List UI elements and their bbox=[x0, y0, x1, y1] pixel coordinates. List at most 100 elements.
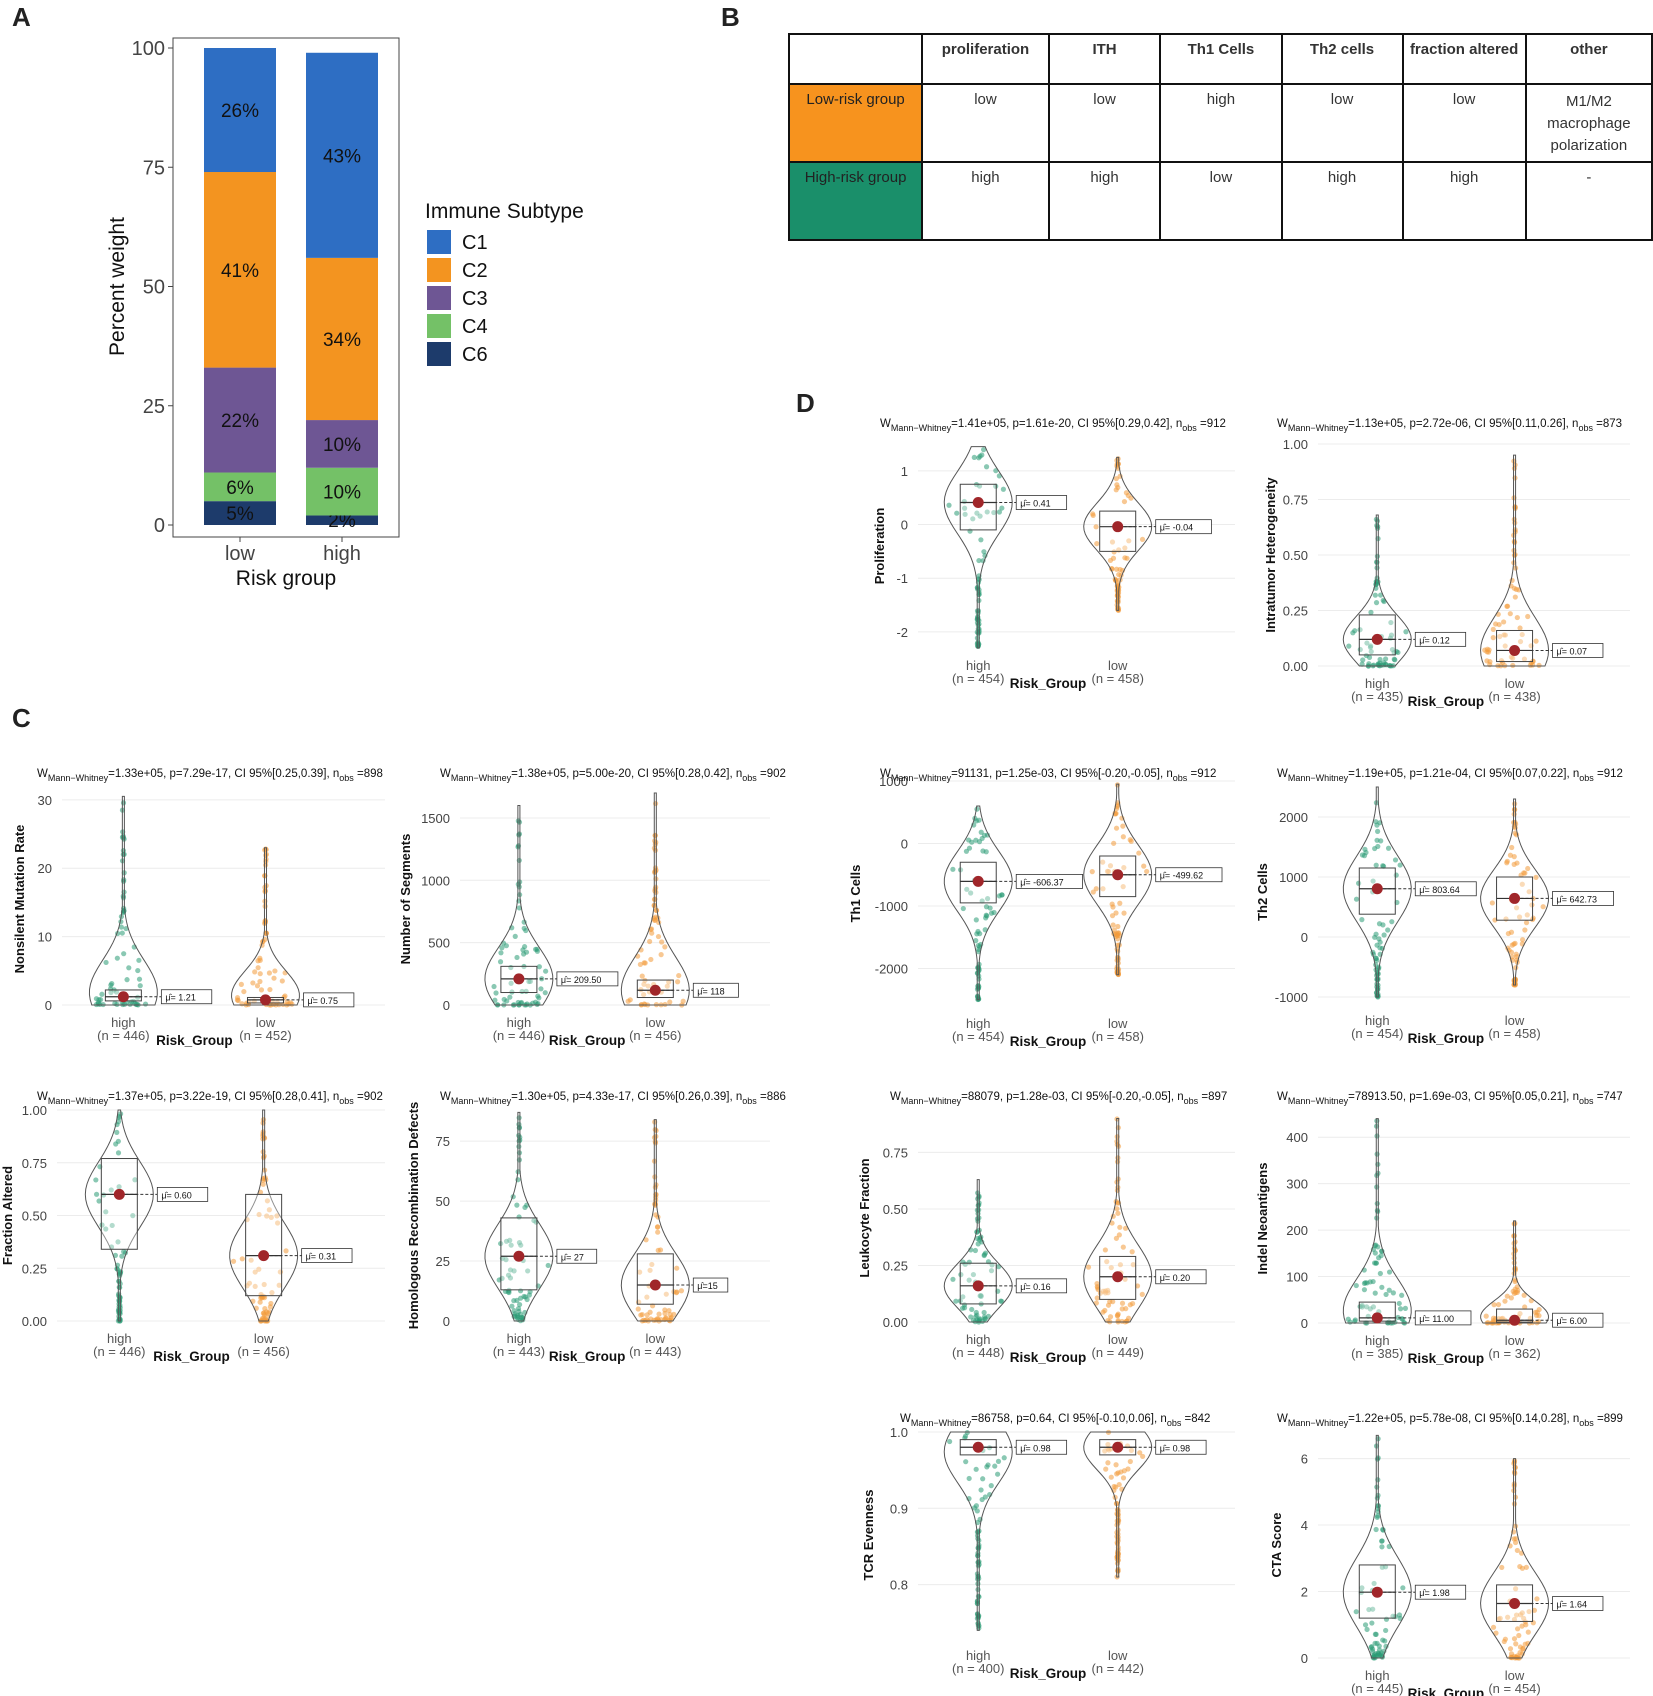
data-point bbox=[975, 1593, 982, 1599]
data-point bbox=[1508, 929, 1515, 935]
data-point bbox=[516, 1308, 522, 1315]
data-point bbox=[656, 1318, 662, 1324]
data-point bbox=[118, 1111, 124, 1117]
data-point bbox=[1386, 662, 1393, 669]
data-point bbox=[1093, 1300, 1099, 1306]
data-point bbox=[1516, 914, 1523, 920]
data-point bbox=[1365, 663, 1371, 669]
violin-outline bbox=[1342, 786, 1412, 998]
mean-label: μ̂= 0.07 bbox=[1557, 646, 1587, 656]
data-point bbox=[253, 1305, 259, 1311]
data-point bbox=[969, 1306, 975, 1313]
data-point bbox=[270, 1001, 277, 1007]
data-point bbox=[1373, 1260, 1380, 1266]
mean-point bbox=[972, 1280, 984, 1292]
data-point bbox=[1511, 1460, 1517, 1467]
data-point bbox=[957, 1298, 963, 1304]
data-point bbox=[1375, 982, 1381, 988]
data-point bbox=[117, 1294, 123, 1301]
data-point bbox=[975, 964, 982, 970]
data-point bbox=[640, 1317, 647, 1323]
data-point bbox=[516, 1002, 522, 1008]
data-point bbox=[1374, 989, 1380, 996]
data-point bbox=[246, 1280, 253, 1286]
data-point bbox=[1000, 486, 1006, 492]
data-point bbox=[976, 1202, 982, 1208]
box-iqr bbox=[1496, 1584, 1534, 1622]
data-point bbox=[968, 890, 974, 896]
data-point bbox=[1512, 1586, 1519, 1592]
data-point bbox=[259, 942, 265, 948]
data-point bbox=[1515, 1655, 1522, 1661]
data-point bbox=[1374, 553, 1381, 559]
data-point bbox=[1530, 662, 1536, 668]
data-point bbox=[979, 835, 985, 842]
data-point bbox=[1375, 1161, 1381, 1167]
data-point bbox=[1115, 1527, 1121, 1533]
data-point bbox=[979, 898, 985, 904]
data-point bbox=[1380, 1526, 1386, 1533]
data-point bbox=[1527, 1315, 1533, 1321]
data-point bbox=[124, 977, 130, 983]
data-point bbox=[976, 589, 982, 596]
data-point bbox=[263, 851, 269, 857]
data-point bbox=[1115, 1538, 1121, 1544]
data-point bbox=[1373, 800, 1380, 806]
data-point bbox=[1114, 1134, 1120, 1140]
mean-label: μ̂= 0.98 bbox=[1020, 1443, 1050, 1453]
data-point bbox=[1532, 1309, 1539, 1315]
data-point bbox=[988, 1483, 994, 1489]
data-point bbox=[509, 1303, 515, 1309]
data-point bbox=[108, 1244, 115, 1250]
data-point bbox=[116, 1299, 123, 1305]
data-point bbox=[646, 1283, 652, 1289]
data-point bbox=[1493, 1630, 1499, 1636]
data-point bbox=[1370, 1606, 1376, 1612]
data-point bbox=[1353, 1282, 1359, 1289]
data-point bbox=[1522, 1304, 1528, 1310]
data-point bbox=[655, 1229, 661, 1235]
data-point bbox=[1511, 978, 1517, 985]
data-point bbox=[996, 1264, 1002, 1270]
data-point bbox=[1512, 976, 1518, 983]
mean-point bbox=[972, 1441, 984, 1453]
data-point bbox=[116, 1278, 122, 1284]
data-point bbox=[261, 1312, 267, 1318]
legend-label: C4 bbox=[462, 316, 488, 338]
data-point bbox=[974, 1532, 981, 1539]
data-point bbox=[1374, 1172, 1380, 1179]
y-tick-label: -1000 bbox=[1275, 990, 1308, 1005]
table-cell: low bbox=[1280, 83, 1404, 163]
data-point bbox=[1114, 1551, 1121, 1557]
group-n-label: (n = 456) bbox=[237, 1344, 289, 1359]
data-point bbox=[535, 1000, 541, 1007]
data-point bbox=[1521, 870, 1527, 876]
data-point bbox=[1375, 1477, 1381, 1483]
data-point bbox=[1485, 1320, 1491, 1326]
data-point bbox=[1378, 592, 1384, 598]
data-point bbox=[1490, 635, 1496, 641]
data-point bbox=[1386, 1287, 1392, 1293]
legend-title: Immune Subtype bbox=[425, 200, 584, 223]
data-point bbox=[1376, 662, 1382, 668]
data-point bbox=[975, 1535, 981, 1542]
data-point bbox=[653, 867, 659, 873]
data-point bbox=[1378, 1253, 1384, 1259]
data-point bbox=[996, 893, 1003, 899]
violin-outline bbox=[1083, 456, 1153, 611]
data-point bbox=[1380, 597, 1386, 603]
data-point bbox=[981, 1316, 988, 1322]
data-point bbox=[1129, 1249, 1135, 1255]
data-point bbox=[1115, 1470, 1121, 1476]
data-point bbox=[262, 918, 268, 924]
violin-plot-ith: 0.000.250.500.751.00WMann−Whitney=1.13e+… bbox=[1263, 418, 1630, 709]
data-point bbox=[1124, 1443, 1131, 1449]
data-point bbox=[114, 1266, 120, 1272]
data-point bbox=[1122, 555, 1128, 561]
data-point bbox=[498, 950, 504, 956]
data-point bbox=[1115, 465, 1121, 471]
data-point bbox=[517, 879, 523, 885]
table-cell: low bbox=[921, 83, 1050, 163]
data-point bbox=[518, 1242, 524, 1248]
